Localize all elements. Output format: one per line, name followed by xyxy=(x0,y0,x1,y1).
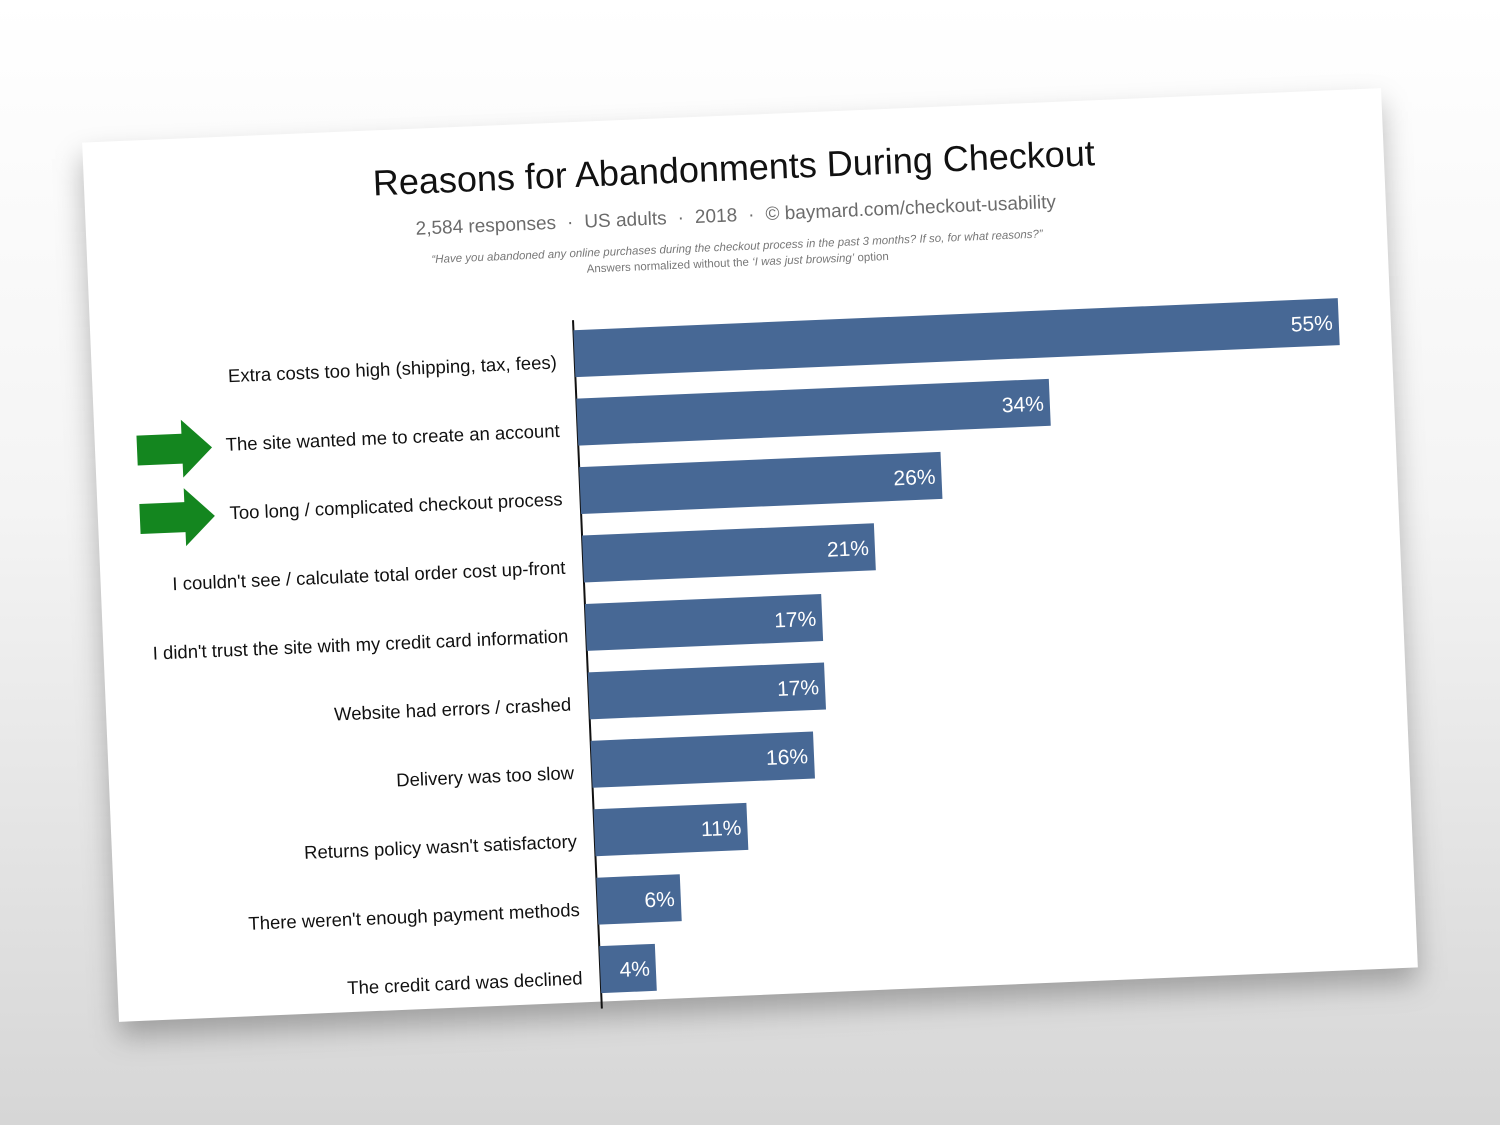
category-label: Website had errors / crashed xyxy=(334,694,572,725)
highlight-arrow-icon xyxy=(136,419,213,478)
bar-value-label: 4% xyxy=(619,958,650,982)
bar-value-label: 17% xyxy=(774,608,817,633)
bar-value-label: 55% xyxy=(1290,312,1333,337)
category-label: Delivery was too slow xyxy=(396,762,575,790)
bar xyxy=(599,943,657,994)
category-label: There weren't enough payment methods xyxy=(248,899,580,934)
category-label: Extra costs too high (shipping, tax, fee… xyxy=(228,351,558,386)
highlight-arrow-icon xyxy=(139,488,215,547)
bar-value-label: 26% xyxy=(893,466,936,491)
bar-chart-plot: 55% Extra costs too high (shipping, tax, … xyxy=(136,298,1340,1009)
bar-value-label: 34% xyxy=(1001,393,1044,418)
category-label: I couldn't see / calculate total order c… xyxy=(172,557,566,594)
bar xyxy=(584,594,824,651)
bar xyxy=(579,451,943,515)
chart-card: Reasons for Abandonments During Checkout… xyxy=(82,88,1418,1022)
category-label: I didn't trust the site with my credit c… xyxy=(152,625,568,663)
bar xyxy=(596,874,682,925)
category-label: The credit card was declined xyxy=(347,967,583,998)
bar xyxy=(587,662,826,720)
bar xyxy=(590,731,815,788)
bar-value-label: 21% xyxy=(826,537,869,562)
bar-value-label: 16% xyxy=(766,745,809,770)
category-label: Returns policy wasn't satisfactory xyxy=(304,830,578,862)
bar-value-label: 11% xyxy=(700,817,741,842)
bar xyxy=(582,523,876,583)
bar-value-label: 17% xyxy=(777,676,820,701)
bar-value-label: 6% xyxy=(644,888,675,912)
bar xyxy=(593,802,749,857)
bar xyxy=(573,298,1340,378)
category-label: Too long / complicated checkout process xyxy=(229,488,563,523)
bar xyxy=(576,378,1051,446)
category-label: The site wanted me to create an account xyxy=(225,420,560,455)
